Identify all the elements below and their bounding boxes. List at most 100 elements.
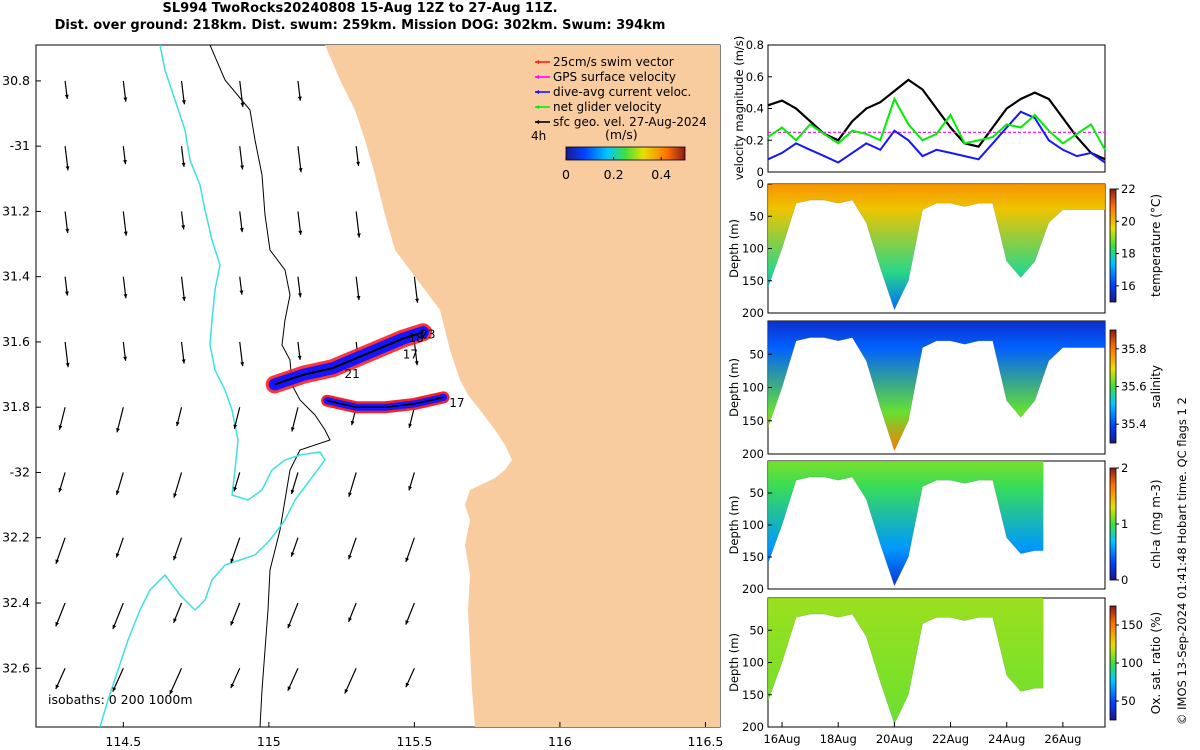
legend-marker-swim-head (535, 60, 540, 64)
section-panel-2: 0 50 100 150 200 Depth (m) 16 18 20 22 temperature… (727, 177, 1163, 320)
geo-vector-arrow-head (348, 617, 352, 622)
geo-vector-arrow-head (116, 428, 120, 433)
vector-field (55, 80, 419, 695)
geo-vector-arrow-head (173, 555, 177, 561)
geo-vector-arrow-head (297, 96, 302, 101)
map-y-tick-label: 31.8 (2, 399, 30, 414)
map-colorbar-tick-label: 0.2 (604, 167, 624, 182)
geo-vector-arrow-head (65, 362, 70, 368)
section-y-tick-label: 150 (742, 550, 764, 564)
section-colorbar-tick-label: 35.8 (1121, 342, 1147, 356)
geo-vector-arrow-head (175, 421, 180, 427)
geo-vector-arrow-head (115, 490, 120, 495)
geo-vector-arrow-head (298, 293, 302, 298)
section-colorbar-tick-label: 100 (1121, 656, 1143, 670)
geo-vector-arrow-head (405, 557, 410, 563)
geo-vector-arrow-head (233, 486, 238, 492)
geo-vector-arrow-head (240, 361, 245, 367)
geo-vector-arrow (297, 146, 302, 173)
track-day-label: 18 (409, 331, 424, 345)
time-tick-label: 18Aug (820, 732, 857, 746)
legend-label: net glider velocity (553, 100, 661, 114)
isobath-200m (209, 45, 331, 727)
geo-vector-arrow-head (55, 621, 60, 627)
time-tick-label: 22Aug (932, 732, 969, 746)
section-ylabel: Depth (m) (727, 219, 741, 278)
geo-vector-arrow (355, 211, 360, 238)
time-tick-label: 20Aug (876, 732, 913, 746)
section-colorbar-tick-label: 0 (1121, 573, 1128, 587)
geo-vector-arrow-head (298, 168, 303, 173)
geo-vector-arrow-head (55, 559, 60, 564)
geo-vector-arrow-head (240, 102, 245, 107)
geo-vector-arrow (413, 276, 419, 303)
section-y-tick-label: 100 (742, 242, 764, 256)
map-x-tick-label: 114.5 (105, 734, 141, 749)
map-y-tick-label: 31.2 (2, 203, 30, 218)
geo-vector-arrow-head (348, 492, 352, 497)
section-y-tick-label: 50 (749, 347, 764, 361)
section-outline (767, 460, 1044, 587)
geo-vector-arrow-head (233, 424, 238, 429)
geo-vector-arrow-head (239, 227, 244, 233)
section-colorbar-label: temperature (°C) (1149, 194, 1163, 297)
geo-vector-arrow-head (181, 100, 186, 105)
track-day-label: 23 (420, 328, 435, 342)
legend-marker-gps-head (535, 75, 540, 79)
geo-vector-arrow-head (58, 425, 63, 430)
section-fill (768, 321, 1105, 451)
map-x-tick-label: 116.5 (688, 734, 724, 749)
geo-vector-arrow-head (123, 356, 128, 361)
geo-vector-arrow-head (64, 94, 69, 99)
section-colorbar-tick-label: 2 (1121, 461, 1128, 475)
section-y-tick-label: 200 (742, 447, 764, 461)
geo-vector-arrow-head (350, 420, 355, 426)
geo-vector-arrow-head (290, 427, 295, 432)
section-y-tick-label: 200 (742, 306, 764, 320)
geo-vector-arrow-head (181, 225, 186, 230)
geo-vector-arrow-head (230, 621, 235, 626)
geo-vector-arrow-head (65, 166, 70, 171)
map-y-tick-label: -32 (10, 464, 30, 479)
geo-vector-arrow-head (123, 231, 128, 236)
section-colorbar-tick-label: 22 (1121, 182, 1136, 196)
section-outline (767, 597, 1044, 725)
velocity-ylabel: velocity magnitude (m/s) (732, 36, 746, 181)
section-ylabel: Depth (m) (727, 358, 741, 417)
geo-vector-arrow-head (405, 620, 410, 625)
geo-vector-arrow-head (298, 230, 303, 235)
map-y-tick-label: -31 (10, 138, 30, 153)
geo-vector-arrow (287, 602, 299, 629)
track-day-label: 17 (449, 396, 464, 410)
section-y-tick-label: 150 (742, 414, 764, 428)
geo-vector-arrow-head (297, 355, 302, 360)
track-day-label: 17 (403, 347, 418, 361)
section-colorbar (1109, 467, 1117, 581)
geo-vector-arrow (180, 276, 186, 302)
geo-vector-arrow-head (173, 493, 178, 498)
section-colorbar (1109, 605, 1117, 721)
geo-vector-arrow-head (181, 359, 186, 364)
section-colorbar-label: chl-a (mg m-3) (1149, 479, 1163, 568)
geo-vector-arrow (239, 341, 244, 367)
section-colorbar-label: salinity (1149, 365, 1163, 408)
track-line (274, 331, 424, 386)
geo-vector-arrow (230, 537, 241, 564)
geo-vector-arrow-head (112, 624, 117, 630)
geo-vector-arrow-head (123, 97, 128, 102)
geo-vector-arrow-head (112, 687, 117, 692)
map-x-tick-label: 116 (548, 734, 572, 749)
section-frame (767, 460, 1106, 590)
section-y-tick-label: 200 (742, 720, 764, 734)
title-line-2: Dist. over ground: 218km. Dist. swum: 25… (54, 18, 666, 33)
geo-vector-arrow-head (64, 291, 69, 296)
velocity-series-net (767, 96, 1106, 151)
geo-vector-arrow-head (230, 683, 235, 689)
map-y-tick-label: 30.8 (2, 73, 30, 88)
geo-vector-arrow (239, 80, 244, 108)
legend-label: dive-avg current veloc. (553, 85, 691, 99)
title-line-1: SL994 TwoRocks20240808 15-Aug 12Z to 27-… (162, 1, 558, 16)
geo-vector-arrow-head (123, 294, 128, 299)
section-y-tick-label: 50 (749, 486, 764, 500)
